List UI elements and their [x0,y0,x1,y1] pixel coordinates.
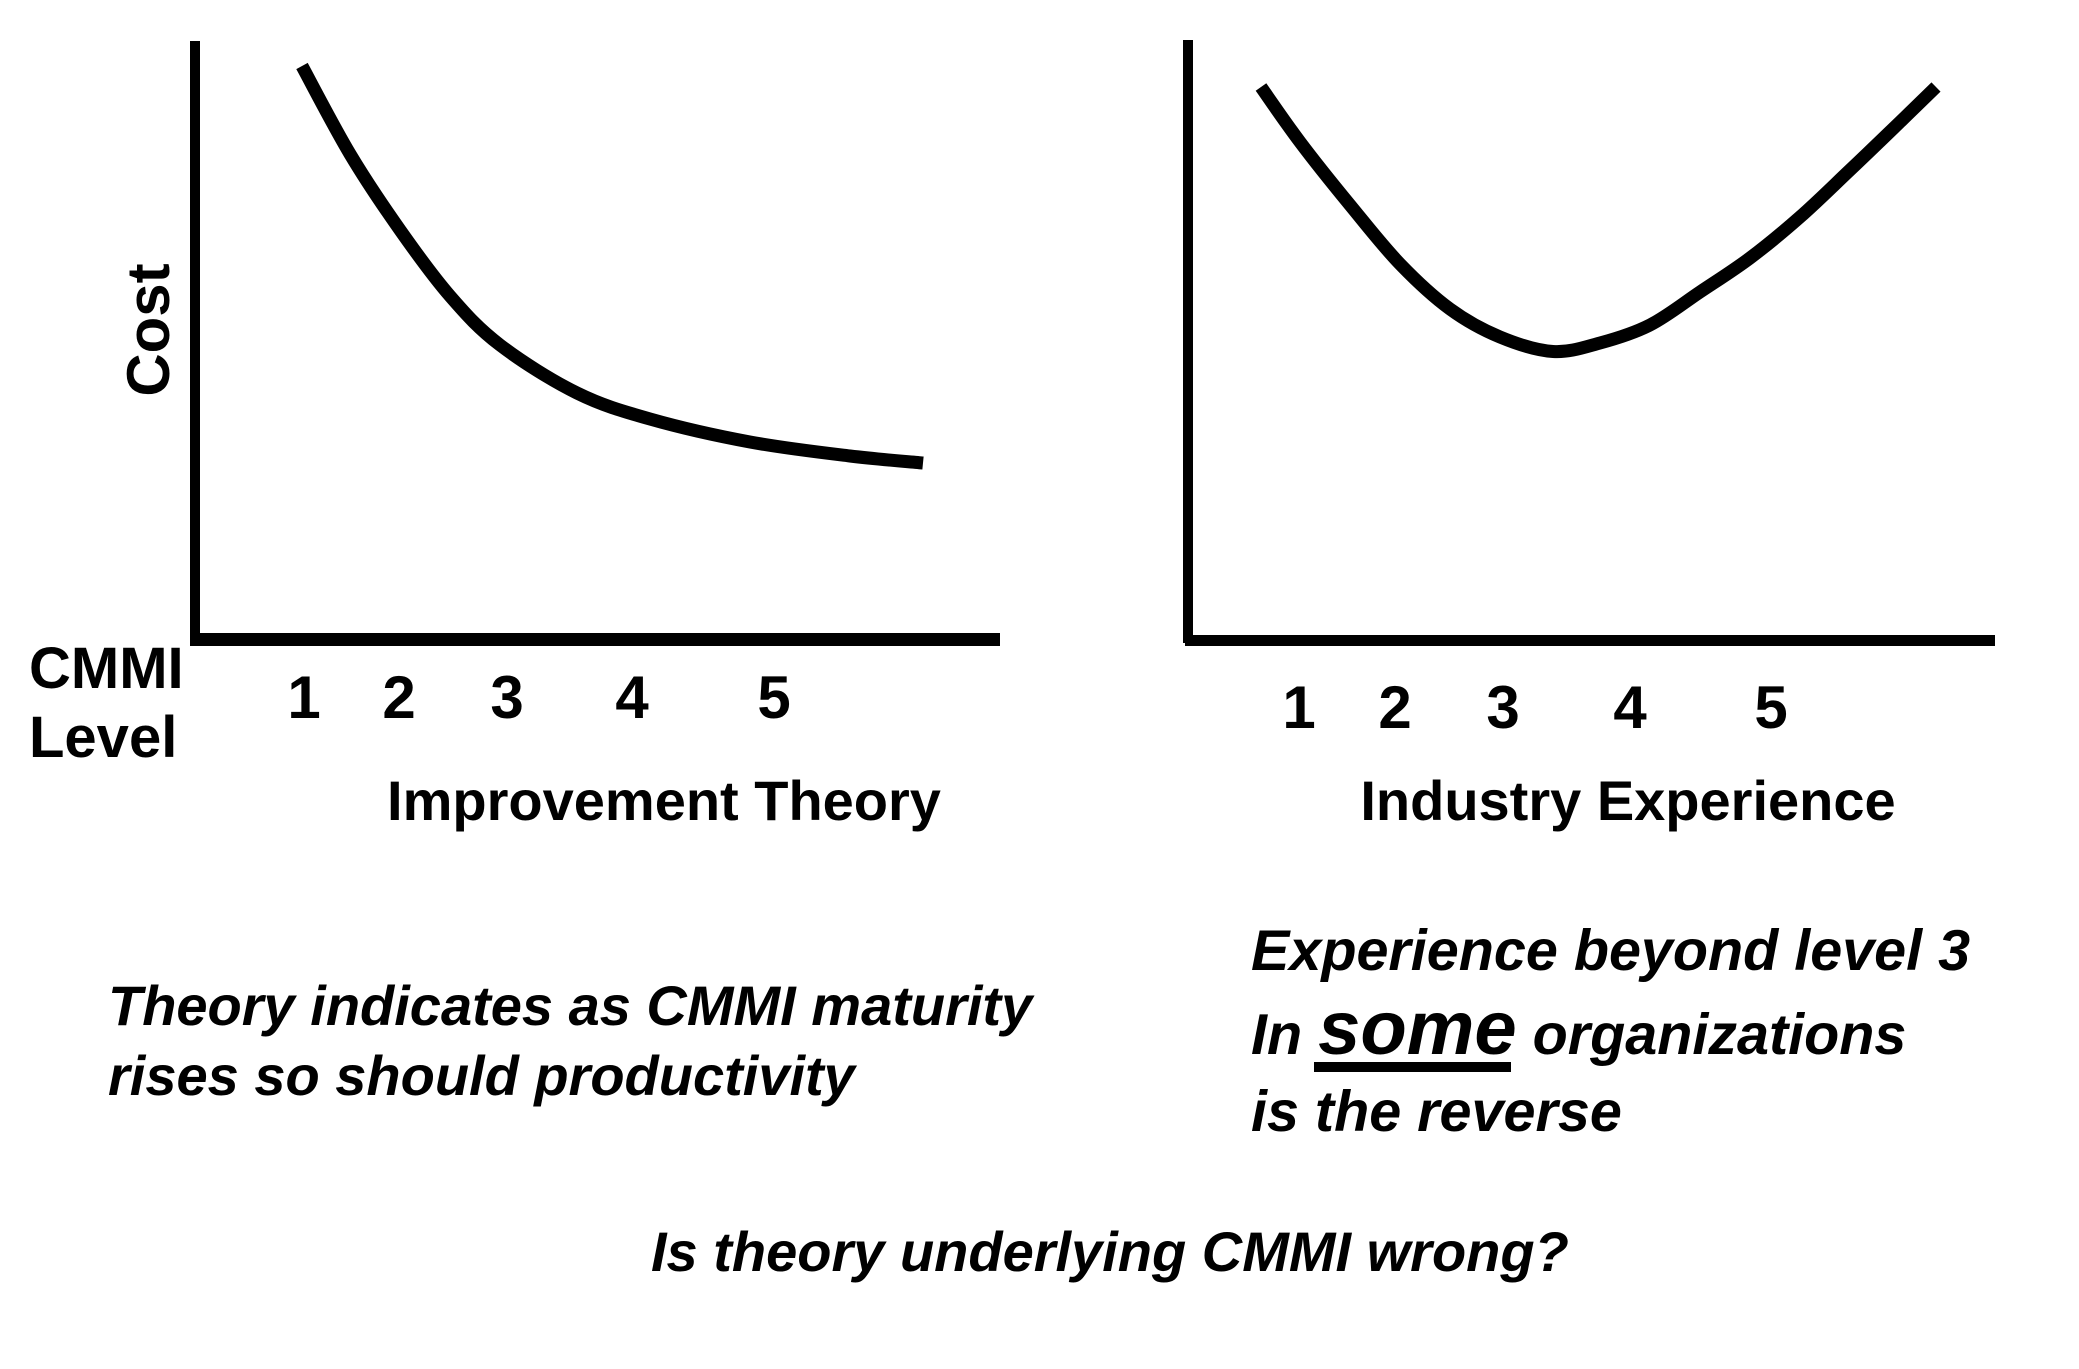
svg-text:2: 2 [1378,674,1411,741]
svg-text:is the reverse: is the reverse [1251,1080,1622,1144]
svg-text:3: 3 [490,664,523,731]
svg-text:Level: Level [29,705,177,770]
svg-text:1: 1 [1282,674,1315,741]
svg-text:4: 4 [1613,674,1647,741]
svg-text:3: 3 [1486,674,1519,741]
svg-text:5: 5 [1754,674,1787,741]
svg-text:Theory indicates as CMMI matur: Theory indicates as CMMI maturity [108,974,1035,1037]
svg-text:Is theory underlying CMMI wron: Is theory underlying CMMI wrong? [651,1220,1569,1283]
svg-text:4: 4 [615,664,649,731]
svg-text:Improvement Theory: Improvement Theory [387,769,941,832]
svg-text:Experience beyond level 3: Experience beyond level 3 [1251,919,1970,983]
svg-text:Industry Experience: Industry Experience [1360,769,1895,832]
svg-text:CMMI: CMMI [29,636,184,701]
svg-text:2: 2 [382,664,415,731]
svg-text:Cost: Cost [115,263,182,396]
svg-text:rises so should productivity: rises so should productivity [108,1044,858,1107]
svg-text:1: 1 [287,664,320,731]
svg-text:5: 5 [757,664,790,731]
